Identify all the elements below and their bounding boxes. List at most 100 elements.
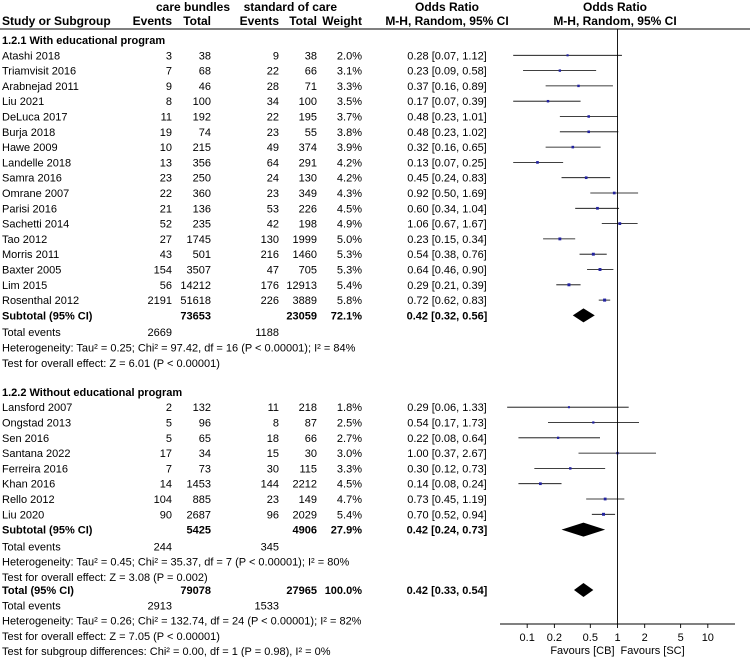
total-cb: 1453 bbox=[187, 479, 211, 491]
total-cb: 215 bbox=[193, 142, 211, 154]
events-cb: 17 bbox=[160, 448, 172, 460]
events-sc: 23 bbox=[267, 188, 279, 200]
or-ci-value: 0.28 [0.07, 1.12] bbox=[407, 50, 487, 62]
subtotal-weight: 27.9% bbox=[331, 525, 362, 537]
overall-weight: 100.0% bbox=[325, 585, 363, 597]
or-ci-value: 0.17 [0.07, 0.39] bbox=[407, 96, 487, 108]
events-cb: 27 bbox=[160, 234, 172, 246]
weight-value: 2.5% bbox=[337, 418, 362, 430]
total-sc: 66 bbox=[305, 433, 317, 445]
events-sc: 34 bbox=[267, 96, 279, 108]
study-name: Ferreira 2016 bbox=[2, 463, 68, 475]
study-name: Liu 2020 bbox=[2, 509, 44, 521]
weight-value: 3.7% bbox=[337, 112, 362, 124]
overall-total-cb: 79078 bbox=[180, 585, 211, 597]
events-cb: 14 bbox=[160, 479, 172, 491]
overall-total-sc: 27965 bbox=[286, 585, 317, 597]
events-cb: 52 bbox=[160, 219, 172, 231]
point-estimate-marker bbox=[603, 298, 607, 302]
study-name: Rosenthal 2012 bbox=[2, 295, 79, 307]
events-sc: 226 bbox=[261, 295, 279, 307]
point-estimate-marker bbox=[571, 145, 575, 149]
events-cb: 7 bbox=[166, 66, 172, 78]
or-ci-value: 0.92 [0.50, 1.69] bbox=[407, 188, 487, 200]
weight-value: 3.8% bbox=[337, 127, 362, 139]
weight-value: 5.8% bbox=[337, 295, 362, 307]
or-ci-value: 0.48 [0.23, 1.01] bbox=[407, 112, 487, 124]
col-total-cb-header: Total bbox=[183, 14, 211, 28]
total-cb: 885 bbox=[193, 494, 211, 506]
overall-effect-test: Test for overall effect: Z = 7.05 (P < 0… bbox=[2, 631, 220, 643]
events-cb: 11 bbox=[161, 112, 172, 124]
total-cb: 136 bbox=[193, 203, 211, 215]
overall-or-ci: 0.42 [0.33, 0.54] bbox=[407, 585, 488, 597]
events-cb: 5 bbox=[166, 418, 172, 430]
plot-title: Odds Ratio bbox=[583, 0, 647, 14]
total-sc: 3889 bbox=[293, 295, 317, 307]
total-events-label: Total events bbox=[2, 327, 61, 339]
study-name: Santana 2022 bbox=[2, 448, 71, 460]
weight-value: 4.2% bbox=[337, 173, 362, 185]
total-cb: 360 bbox=[193, 188, 211, 200]
col-events-sc-header: Events bbox=[240, 14, 280, 28]
total-sc: 291 bbox=[299, 157, 317, 169]
total-sc: 30 bbox=[305, 448, 317, 460]
weight-value: 3.9% bbox=[337, 142, 362, 154]
total-sc: 1460 bbox=[293, 249, 317, 261]
study-name: Parisi 2016 bbox=[2, 203, 57, 215]
or-ci-value: 0.64 [0.46, 0.90] bbox=[407, 265, 487, 277]
group-sc-label: standard of care bbox=[244, 0, 338, 14]
events-cb: 104 bbox=[154, 494, 172, 506]
or-ci-value: 0.60 [0.34, 1.04] bbox=[407, 203, 487, 215]
point-estimate-marker bbox=[591, 252, 595, 256]
point-estimate-marker bbox=[566, 54, 569, 57]
x-tick-label: 10 bbox=[702, 632, 714, 644]
study-name: Baxter 2005 bbox=[2, 265, 61, 277]
or-ci-value: 0.54 [0.38, 0.76] bbox=[407, 249, 487, 261]
events-cb: 8 bbox=[166, 96, 172, 108]
total-sc: 195 bbox=[299, 112, 317, 124]
events-cb: 10 bbox=[160, 142, 172, 154]
total-sc: 374 bbox=[299, 142, 317, 154]
point-estimate-marker bbox=[584, 176, 588, 180]
weight-value: 3.5% bbox=[337, 96, 362, 108]
events-cb: 3 bbox=[166, 50, 172, 62]
or-ci-value: 0.32 [0.16, 0.65] bbox=[407, 142, 487, 154]
events-sc: 8 bbox=[273, 418, 279, 430]
x-tick-label: 0.5 bbox=[583, 632, 598, 644]
events-cb: 2191 bbox=[148, 295, 172, 307]
events-sc: 49 bbox=[267, 142, 279, 154]
col-or-method-header: M-H, Random, 95% CI bbox=[385, 14, 508, 28]
weight-value: 4.7% bbox=[337, 494, 362, 506]
events-cb: 2 bbox=[166, 402, 172, 414]
total-sc: 149 bbox=[299, 494, 317, 506]
total-sc: 55 bbox=[305, 127, 317, 139]
total-cb: 51618 bbox=[180, 295, 211, 307]
events-sc: 11 bbox=[268, 402, 279, 414]
study-name: Morris 2011 bbox=[2, 249, 59, 261]
total-events-label: Total events bbox=[2, 541, 61, 553]
total-cb: 2687 bbox=[187, 509, 211, 521]
total-events-cb: 2669 bbox=[148, 327, 172, 339]
events-sc: 47 bbox=[267, 265, 279, 277]
total-cb: 73 bbox=[199, 463, 211, 475]
plot-area: 0.1 0.2 0.5 1 2 5 10 Favours [CB] Favours [SC] bbox=[500, 29, 735, 657]
total-cb: 235 bbox=[193, 219, 211, 231]
events-cb: 23 bbox=[160, 173, 172, 185]
overall-diamond bbox=[574, 583, 594, 597]
study-name: Omrane 2007 bbox=[2, 188, 69, 200]
subtotal-label: Subtotal (95% CI) bbox=[2, 310, 93, 322]
or-ci-value: 0.70 [0.52, 0.94] bbox=[407, 509, 487, 521]
or-ci-value: 0.23 [0.15, 0.34] bbox=[407, 234, 487, 246]
total-cb: 132 bbox=[193, 402, 211, 414]
overall-events-cb: 2913 bbox=[148, 600, 172, 612]
events-sc: 18 bbox=[267, 433, 279, 445]
study-name: DeLuca 2017 bbox=[2, 112, 67, 124]
weight-value: 3.0% bbox=[337, 448, 362, 460]
total-sc: 198 bbox=[299, 219, 317, 231]
overall-effect-text: Test for overall effect: Z = 3.08 (P = 0… bbox=[2, 572, 208, 584]
events-sc: 130 bbox=[261, 234, 279, 246]
total-events-cb: 244 bbox=[154, 541, 172, 553]
events-cb: 7 bbox=[166, 463, 172, 475]
events-sc: 176 bbox=[261, 280, 279, 292]
